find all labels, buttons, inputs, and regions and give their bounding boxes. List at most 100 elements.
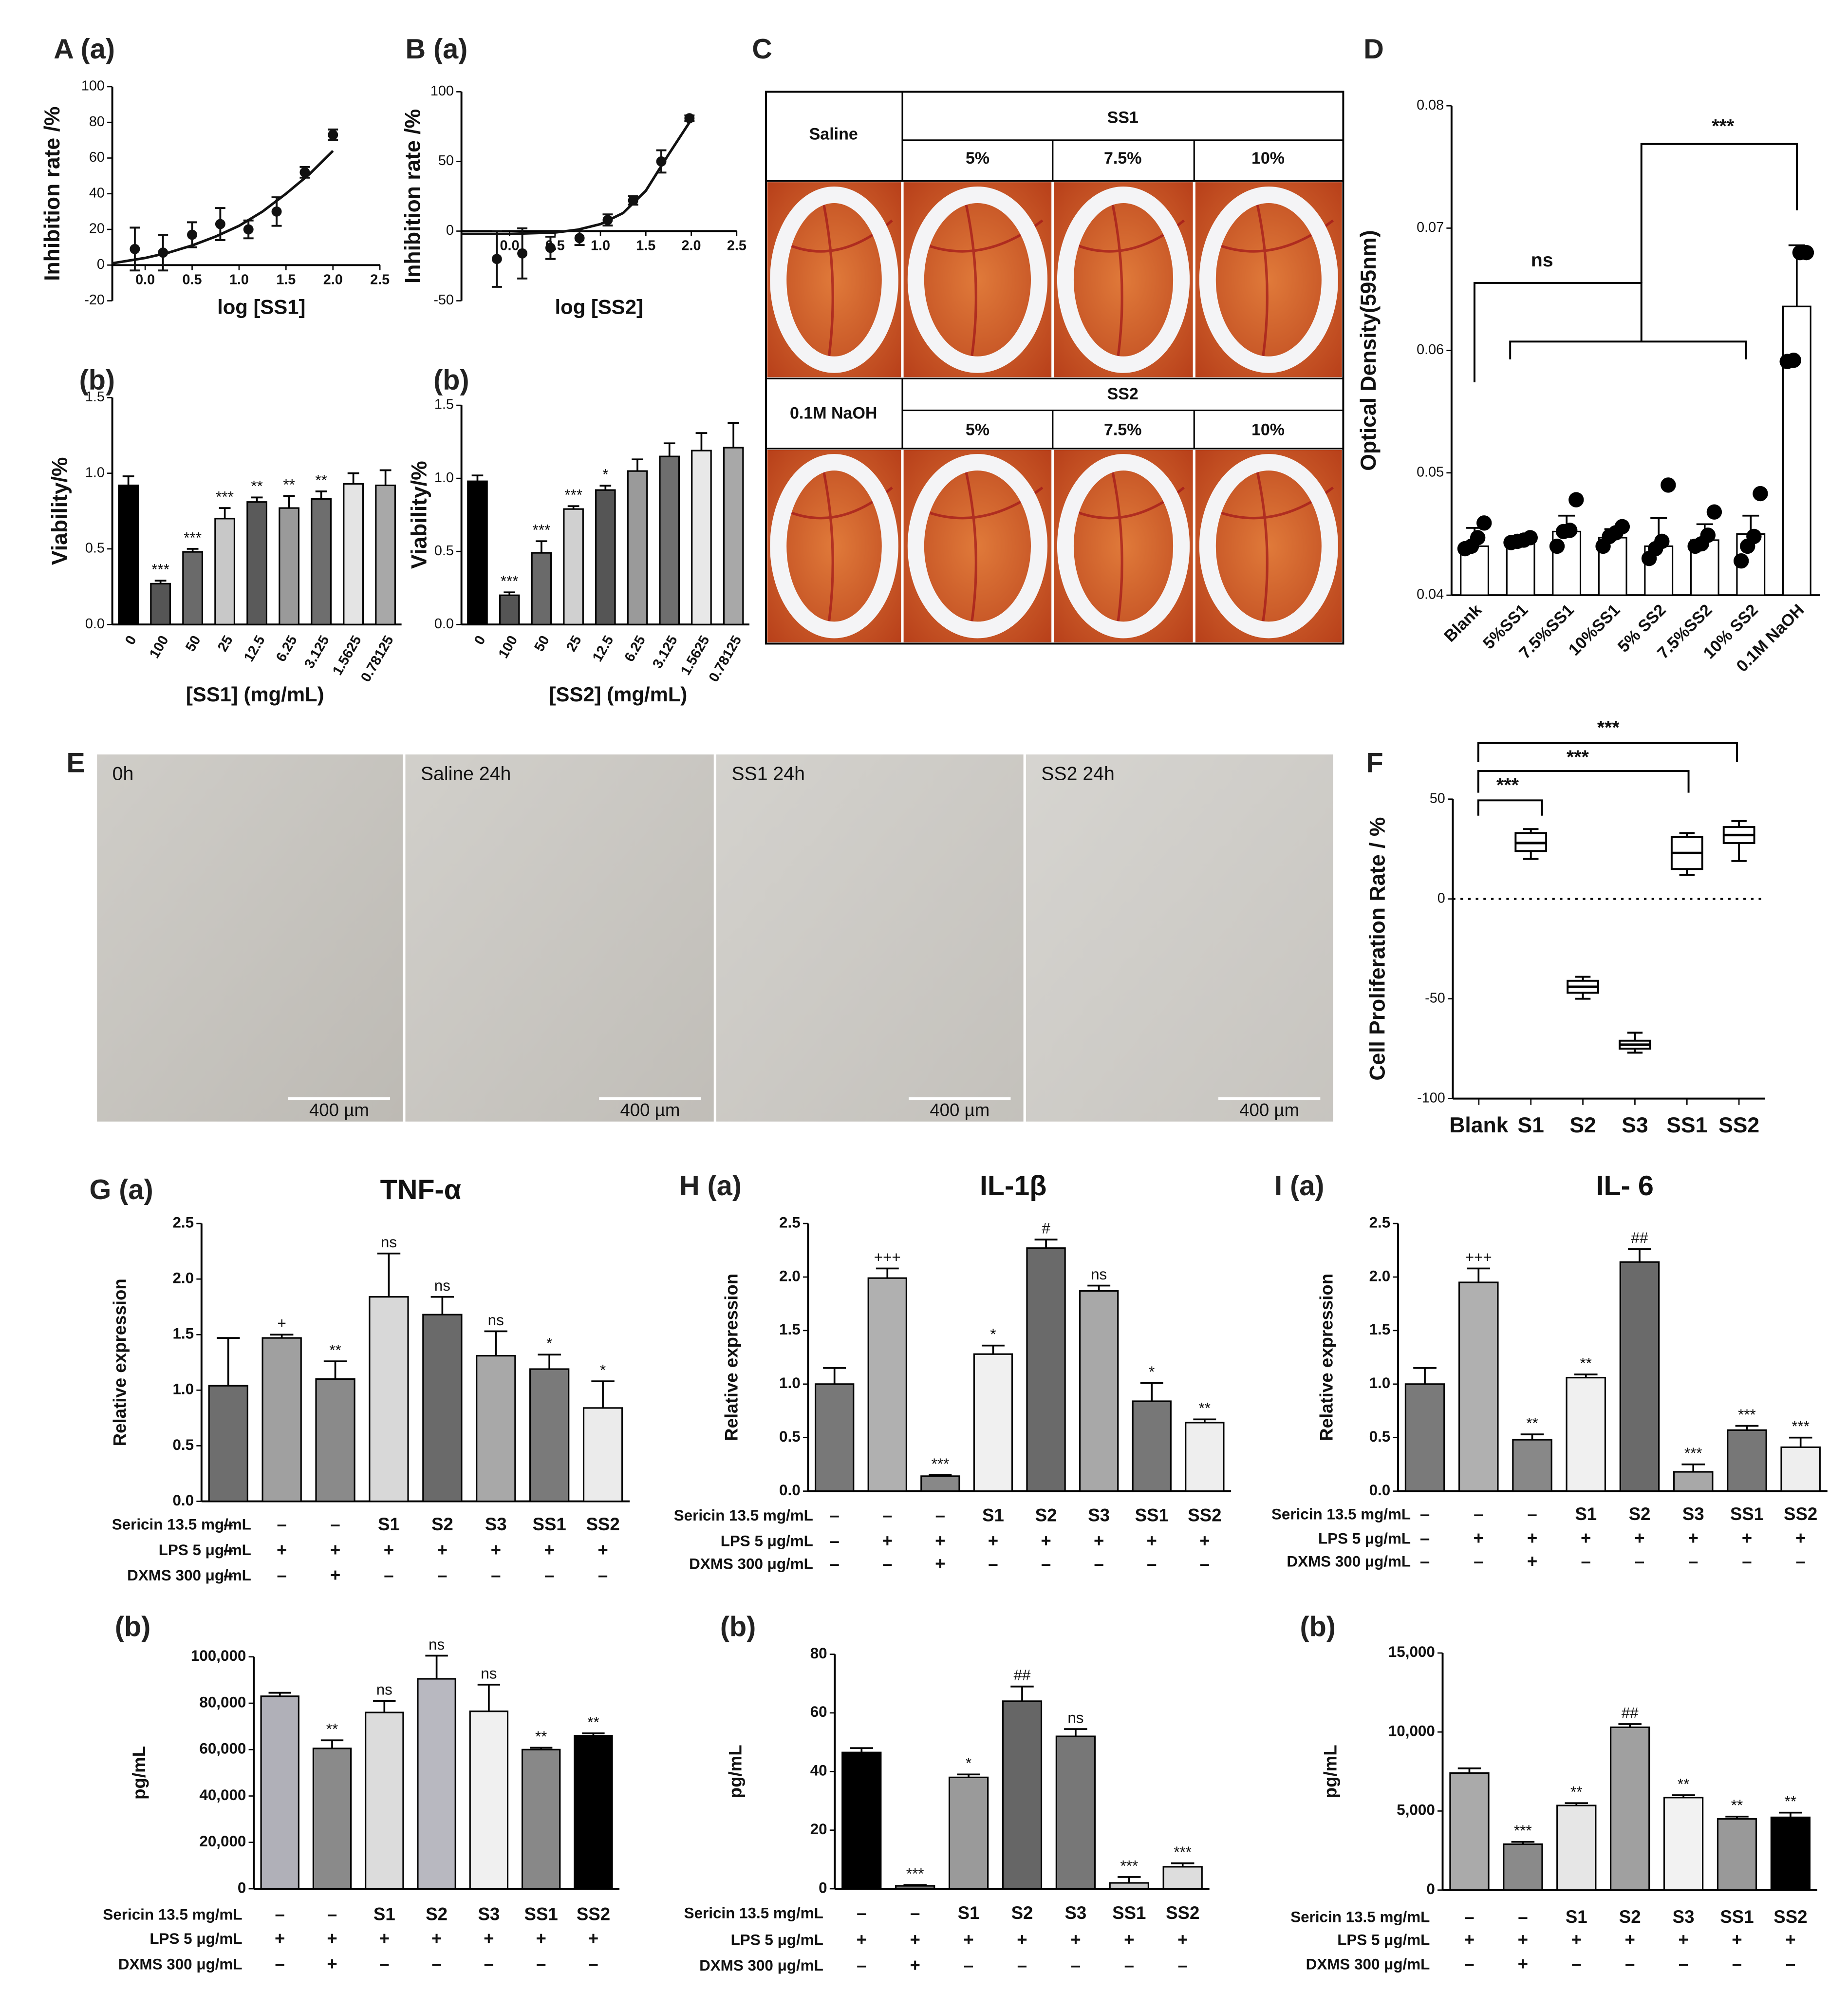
x-tick-label: 12.5: [241, 633, 268, 664]
panel-label: (b): [720, 1611, 756, 1642]
significance-label: ***: [1514, 1822, 1532, 1839]
y-tick-label: 80: [89, 114, 105, 130]
error-bar: [1140, 1382, 1163, 1401]
bar: [311, 498, 332, 625]
condition-label: LPS 5 μg/mL: [731, 1932, 823, 1949]
condition-cell: +: [1041, 1531, 1051, 1551]
significance-label: ns: [381, 1234, 397, 1251]
condition-label: LPS 5 μg/mL: [1337, 1932, 1430, 1949]
cam-photo: [1054, 450, 1193, 642]
bar: [691, 450, 712, 625]
dose-label: 7.5%: [1104, 149, 1142, 168]
x-tick-label: S3: [1622, 1113, 1648, 1137]
silicone-ring: [1199, 186, 1338, 373]
scale-label: 400 µm: [1239, 1100, 1299, 1120]
condition-cell: –: [1635, 1551, 1644, 1571]
data-point: [1733, 553, 1749, 569]
x-tick-label: 100: [496, 633, 521, 661]
data-point: [158, 247, 168, 258]
error-bar: [1010, 1685, 1034, 1701]
error-bar: [347, 472, 359, 484]
bar: [315, 1378, 355, 1503]
condition-cell: –: [1795, 1551, 1805, 1571]
bar: [582, 1407, 623, 1503]
condition-cell: S2: [1011, 1903, 1033, 1923]
data-point: [328, 130, 338, 140]
condition-cell: –: [224, 1540, 233, 1560]
condition-cell: SS1: [1720, 1907, 1754, 1927]
significance-label: *: [546, 1335, 552, 1352]
significance-bracket: [1477, 799, 1543, 816]
bar: [1506, 542, 1535, 596]
bar: [1782, 305, 1811, 596]
condition-cell: S1: [982, 1505, 1004, 1525]
condition-cell: +: [1094, 1531, 1104, 1551]
condition-cell: +: [1464, 1930, 1475, 1950]
condition-label: Sericin 13.5 mg/mL: [684, 1905, 823, 1922]
condition-cell: S2: [426, 1904, 448, 1924]
bar: [150, 583, 171, 625]
significance-label: ***: [564, 487, 582, 504]
y-tick-label: 2.5: [1369, 1214, 1391, 1231]
bar: [469, 1710, 509, 1890]
condition-cell: +: [857, 1930, 867, 1950]
y-tick-label: 50: [438, 153, 454, 169]
y-tick-label: 2.0: [172, 1269, 194, 1286]
condition-cell: –: [1041, 1554, 1051, 1574]
panel-label: G (a): [90, 1174, 153, 1205]
bar: [815, 1383, 855, 1492]
significance-label: **: [1580, 1354, 1592, 1372]
condition-cell: –: [857, 1903, 866, 1923]
condition-cell: SS2: [1188, 1505, 1221, 1525]
bar: [1566, 1377, 1606, 1492]
bracket-label: ***: [1712, 115, 1735, 137]
significance-label: **: [587, 1713, 599, 1730]
error-bar: [982, 1344, 1005, 1354]
condition-cell: –: [829, 1554, 839, 1574]
condition-cell: S2: [1629, 1504, 1651, 1524]
condition-cell: –: [384, 1565, 393, 1585]
bar: [182, 551, 203, 625]
data-point: [1614, 519, 1630, 535]
significance-label: ns: [376, 1681, 392, 1698]
condition-cell: +: [588, 1928, 598, 1948]
bar: [417, 1678, 456, 1890]
bar: [1404, 1383, 1445, 1492]
significance-label: ***: [1174, 1843, 1192, 1860]
x-tick-label: 2.5: [727, 238, 747, 254]
condition-cell: +: [1688, 1528, 1699, 1548]
y-tick-label: 1.0: [1369, 1374, 1391, 1391]
data-point: [491, 254, 502, 264]
scale-label: 400 µm: [930, 1100, 989, 1120]
y-tick-label: 1.0: [172, 1381, 194, 1398]
bar: [1002, 1700, 1043, 1890]
bar: [118, 484, 139, 625]
condition-cell: +: [1624, 1930, 1635, 1950]
chart: (b) [SS1] (mg/mL) Viability/% 0.0 0.5 1.0 1.5 0…: [48, 365, 402, 706]
condition-label: DXMS 300 μg/mL: [1306, 1955, 1430, 1973]
group-label: SS2: [1107, 385, 1139, 403]
error-bar: [323, 1360, 347, 1379]
condition-cell: –: [1742, 1551, 1752, 1571]
significance-label: *: [1149, 1363, 1155, 1380]
bar: [1512, 1439, 1552, 1492]
data-point: [1786, 353, 1801, 368]
x-tick-label: Blank: [1440, 601, 1485, 645]
significance-label: ##: [1014, 1667, 1031, 1684]
error-bar: [695, 432, 708, 451]
y-tick-label: 2.5: [779, 1214, 801, 1231]
condition-label: DXMS 300 μg/mL: [127, 1567, 251, 1584]
data-point: [684, 113, 695, 124]
y-tick-label: 1.0: [85, 465, 105, 480]
bar: [841, 1751, 882, 1890]
x-tick-label: S1: [1518, 1113, 1544, 1137]
y-axis-title: pg/mL: [129, 1746, 149, 1800]
condition-cell: SS1: [1730, 1504, 1764, 1524]
dose-label: 5%: [966, 149, 989, 168]
condition-cell: SS1: [1112, 1903, 1146, 1923]
condition-cell: –: [327, 1904, 337, 1924]
data-point: [545, 243, 556, 253]
x-tick-label: 2.0: [323, 272, 343, 287]
x-tick-label: 100: [147, 633, 172, 661]
